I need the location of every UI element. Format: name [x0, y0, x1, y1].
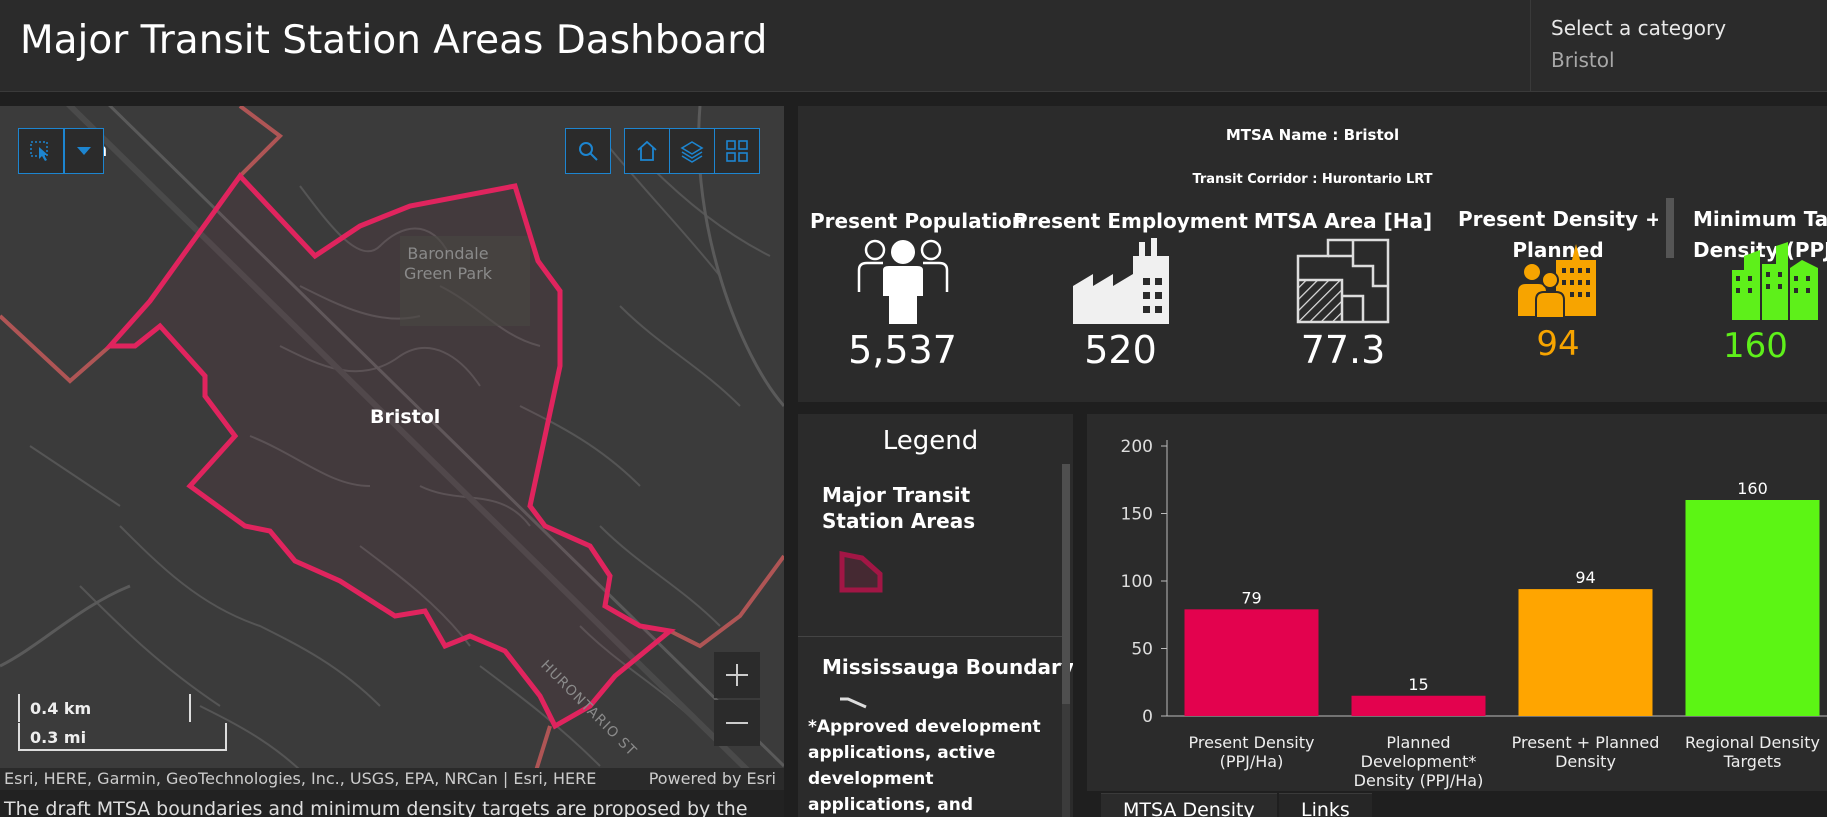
minus-icon [726, 722, 748, 724]
kpi-min-target-value: 160 [1723, 326, 1788, 366]
kpi-min-target-label-line1: Minimum Targ [1693, 207, 1827, 231]
page-title: Major Transit Station Areas Dashboard [20, 18, 768, 63]
legend-note: *Approved development applications, acti… [808, 717, 1041, 815]
x-category-label: Present Density [1189, 733, 1315, 752]
chart-bar [1184, 609, 1319, 716]
zoom-out-button[interactable] [714, 700, 760, 746]
scale-bar-km: 0.4 km [18, 694, 191, 722]
x-category-label: Planned [1386, 733, 1450, 752]
kpi-area-value: 77.3 [1300, 328, 1386, 372]
select-tool-button[interactable] [18, 128, 64, 174]
park-label-line2: Green Park [403, 264, 493, 283]
kpi-area: MTSA Area [Ha] 77.3 [1248, 206, 1438, 372]
bar-value-label: 160 [1737, 479, 1768, 498]
kpi-present-planned-label: Present Density + Planned [1458, 204, 1658, 264]
kpi-panel: MTSA Name : Bristol Transit Corridor : H… [798, 106, 1827, 402]
y-tick-label: 100 [1121, 572, 1153, 592]
kpi-area-label: MTSA Area [Ha] [1253, 209, 1433, 233]
map-view[interactable]: Bristol on Barondale Green Park HURONTAR… [0, 106, 784, 790]
kpi-scrollbar[interactable] [1666, 198, 1674, 258]
layers-button[interactable] [669, 128, 715, 174]
chart-bar [1685, 500, 1820, 716]
home-icon [637, 140, 657, 161]
city-buildings-icon [1732, 242, 1818, 320]
scale-bar-mi: 0.3 mi [18, 723, 227, 751]
x-category-label: Present + Planned [1512, 733, 1660, 752]
chart-bar [1518, 589, 1653, 716]
population-icon [857, 239, 948, 324]
density-bar-chart: 0 50 100 150 200 79 Present Density(PPJ/Ha) 15… [1121, 437, 1827, 790]
y-tick-label: 0 [1142, 707, 1153, 727]
description-panel: The draft MTSA boundaries and minimum de… [0, 790, 784, 817]
station-label: Bristol [370, 406, 441, 428]
select-tool-icon [30, 141, 48, 161]
y-tick-label: 200 [1121, 437, 1153, 457]
mtsa-polygon-swatch [839, 550, 883, 593]
category-selector[interactable]: Select a category Bristol [1530, 0, 1827, 92]
kpi-minimum-target-density: Minimum Targ Density (PPJ/ 160 [1683, 204, 1827, 368]
x-category-label: Regional Density [1685, 733, 1820, 752]
x-category-label: Development* [1361, 752, 1477, 771]
header-bar: Major Transit Station Areas Dashboard Se… [0, 0, 1827, 92]
boundary-line-swatch [840, 697, 867, 709]
kpi-employment-value: 520 [1084, 328, 1157, 372]
legend-scrollbar[interactable] [1062, 464, 1070, 817]
x-category-label: Density [1555, 752, 1616, 771]
y-tick-label: 150 [1121, 505, 1153, 525]
map-attribution: Esri, HERE, Garmin, GeoTechnologies, Inc… [0, 768, 784, 790]
bar-value-label: 94 [1575, 568, 1595, 587]
kpi-employment-label: Present Employment [1013, 209, 1248, 233]
scale-mi-label: 0.3 mi [18, 723, 227, 751]
select-tool-dropdown[interactable] [64, 128, 104, 174]
layers-icon [680, 141, 704, 163]
basemap [0, 106, 784, 790]
kpi-present-planned-label-line2: Planned [1512, 238, 1604, 262]
legend-item-mtsa: Major Transit Station Areas [822, 483, 976, 533]
category-selector-value[interactable]: Bristol [1551, 48, 1615, 72]
kpi-present-planned-label-line1: Present Density + [1458, 207, 1658, 231]
people-buildings-icon [1518, 244, 1596, 319]
powered-by-link[interactable]: Powered by Esri [648, 769, 776, 788]
tab-bar: MTSA Density Links [1087, 791, 1827, 817]
kpi-population-label: Present Population [810, 209, 1027, 233]
chart-bar [1351, 695, 1486, 716]
search-button[interactable] [565, 128, 611, 174]
density-chart-panel: 0 50 100 150 200 79 Present Density (PPJ/Ha) 15… [1087, 414, 1827, 791]
legend-divider [798, 636, 1063, 637]
bar-value-label: 15 [1408, 675, 1428, 694]
y-tick-label: 50 [1131, 640, 1153, 660]
x-category-label: Density (PPJ/Ha) [1354, 771, 1484, 790]
factory-icon [1072, 238, 1169, 324]
floorplan-icon [1296, 238, 1390, 324]
tab-mtsa-density[interactable]: MTSA Density [1101, 793, 1277, 817]
chevron-down-icon [77, 147, 91, 155]
zoom-in-button[interactable] [714, 652, 760, 698]
tab-links[interactable]: Links [1279, 793, 1372, 817]
park-label: Barondale Green Park [398, 244, 498, 284]
scale-km-label: 0.4 km [18, 694, 191, 722]
transit-corridor: Transit Corridor : Hurontario LRT [1192, 172, 1433, 186]
basemap-gallery-icon [726, 140, 748, 162]
bar-value-label: 79 [1241, 588, 1261, 607]
legend-panel: Legend Major Transit Station Areas Missi… [798, 414, 1073, 817]
search-icon [579, 142, 598, 161]
mtsa-name: MTSA Name : Bristol [1225, 126, 1400, 144]
x-category-label: (PPJ/Ha) [1220, 752, 1284, 771]
home-button[interactable] [624, 128, 670, 174]
legend-item-boundary: Mississauga Boundary [822, 655, 1073, 679]
kpi-present-planned-value: 94 [1536, 324, 1580, 364]
attribution-text: Esri, HERE, Garmin, GeoTechnologies, Inc… [4, 769, 597, 788]
kpi-population: Present Population 5,537 [810, 206, 1027, 372]
legend-title: Legend [882, 426, 979, 456]
basemap-gallery-button[interactable] [714, 128, 760, 174]
plus-icon [726, 664, 748, 686]
legend-scrollbar-thumb[interactable] [1062, 464, 1070, 704]
mtsa-boundary[interactable] [104, 172, 676, 730]
park-label-line1: Barondale [407, 244, 489, 263]
kpi-population-value: 5,537 [848, 328, 957, 372]
x-category-label: Targets [1723, 752, 1782, 771]
category-selector-label: Select a category [1551, 16, 1727, 40]
kpi-present-planned-density: Present Density + Planned 94 [1458, 204, 1658, 366]
kpi-employment: Present Employment 520 [1013, 206, 1248, 372]
